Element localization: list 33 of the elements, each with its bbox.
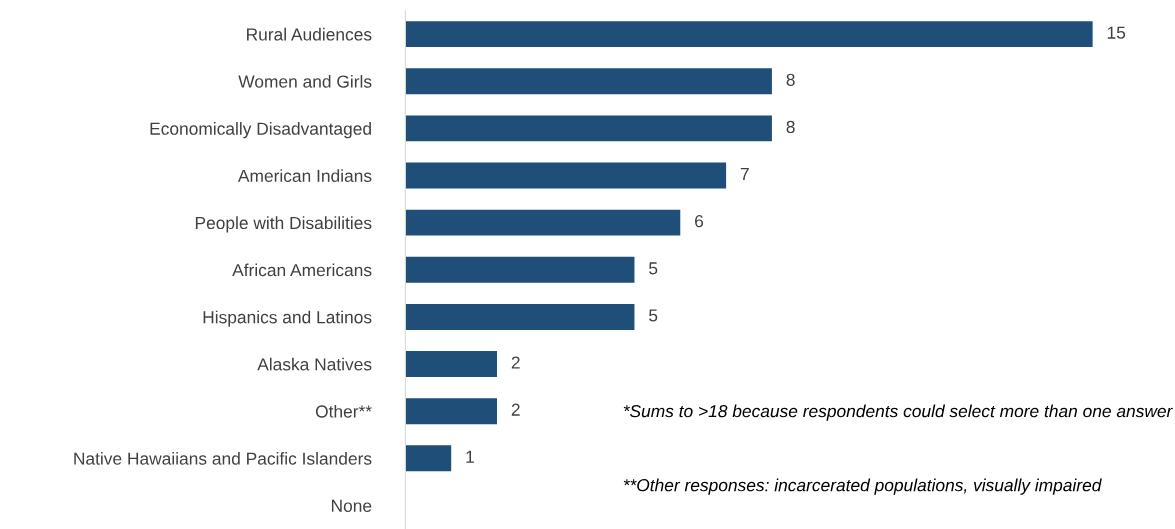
bar — [405, 21, 1093, 48]
data-label: 1 — [466, 450, 474, 463]
bar — [405, 209, 681, 236]
annotation: *Sums to >18 because respondents could select more than one answer — [623, 404, 1173, 421]
y-tick-label: None — [331, 499, 372, 512]
y-tick-label: Women and Girls — [238, 74, 372, 88]
data-label: 2 — [511, 356, 520, 369]
data-label: 8 — [786, 120, 795, 134]
data-label: 7 — [740, 168, 749, 181]
y-tick-label: Native Hawaiians and Pacific Islanders — [74, 452, 372, 465]
y-tick-label: American Indians — [237, 169, 372, 182]
y-tick-label: Hispanics and Latinos — [203, 310, 372, 327]
data-label: 8 — [786, 73, 795, 86]
y-tick-label: Economically Disadvantaged — [150, 122, 371, 139]
bar — [405, 256, 635, 283]
y-tick-label: African Americans — [232, 263, 372, 277]
data-label: 6 — [695, 215, 704, 228]
bar — [405, 115, 772, 142]
y-tick-label: Other** — [315, 404, 372, 418]
data-label: 5 — [649, 262, 658, 275]
bar — [405, 351, 498, 378]
y-tick-label: People with Disabilities — [195, 216, 372, 233]
annotation: **Other responses: incarcerated populations, visually impaired — [623, 478, 1102, 495]
data-label: 2 — [511, 403, 520, 416]
y-tick-label: Alaska Natives — [257, 357, 372, 371]
data-label: 15 — [1107, 26, 1126, 39]
bar — [405, 398, 498, 425]
bar — [405, 303, 635, 330]
bar — [405, 162, 727, 189]
bar — [405, 445, 452, 472]
data-label: 5 — [649, 309, 658, 322]
y-tick-label: Rural Audiences — [247, 27, 372, 41]
bar — [405, 68, 772, 95]
